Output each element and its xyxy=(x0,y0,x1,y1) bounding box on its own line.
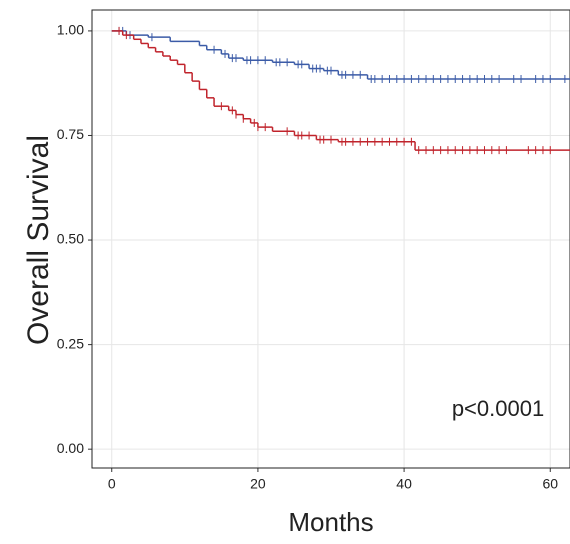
p-value: p<0.0001 xyxy=(452,396,544,421)
x-tick-label: 0 xyxy=(108,476,116,492)
y-tick-label: 0.75 xyxy=(57,126,84,142)
y-tick-label: 0.00 xyxy=(57,440,84,456)
x-tick-label: 20 xyxy=(250,476,266,492)
x-axis-label: Months xyxy=(288,507,373,537)
y-tick-label: 1.00 xyxy=(57,22,84,38)
y-tick-label: 0.50 xyxy=(57,231,84,247)
y-axis-label: Overall Survival xyxy=(22,135,55,345)
y-tick-label: 0.25 xyxy=(57,335,84,351)
plot: 0.00 0.25 0.50 0.75 1.00 0 20 40 60 xyxy=(57,9,570,492)
x-tick-label: 40 xyxy=(396,476,412,492)
x-tick-label: 60 xyxy=(542,476,558,492)
plot-frame xyxy=(91,9,570,469)
